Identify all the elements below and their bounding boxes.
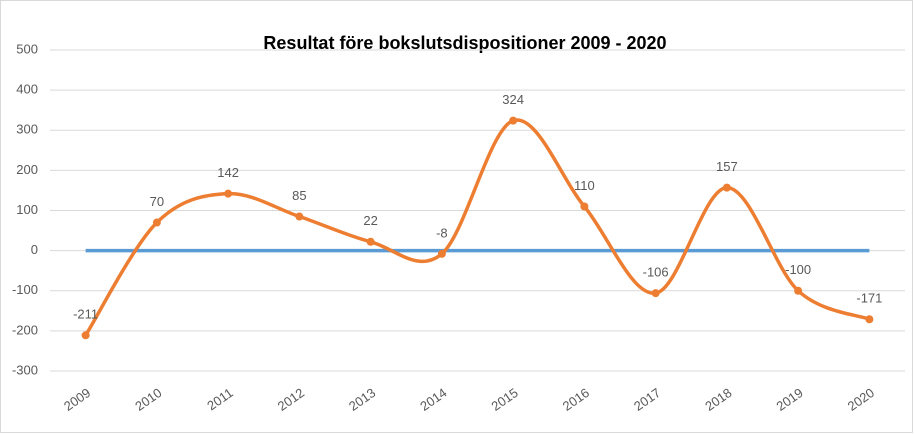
data-label: 142 <box>217 165 239 180</box>
data-label: 70 <box>150 194 164 209</box>
data-label: 157 <box>716 159 738 174</box>
y-tick-label: -200 <box>12 322 38 337</box>
y-tick-label: 100 <box>16 202 38 217</box>
data-label: -100 <box>785 262 811 277</box>
data-point <box>81 331 90 340</box>
data-point <box>509 116 518 125</box>
y-tick-label: 500 <box>16 41 38 56</box>
chart-title: Resultat före bokslutsdispositioner 2009… <box>263 33 666 53</box>
y-tick-label: -300 <box>12 362 38 377</box>
data-point <box>152 218 161 227</box>
data-point <box>224 189 233 198</box>
y-tick-label: 200 <box>16 162 38 177</box>
data-label: -171 <box>856 291 882 306</box>
data-label: -211 <box>73 307 98 322</box>
y-tick-label: 0 <box>31 242 38 257</box>
data-point <box>580 202 589 211</box>
data-point <box>295 212 304 221</box>
y-tick-label: 300 <box>16 122 38 137</box>
data-point <box>865 315 874 324</box>
data-label: -8 <box>436 225 448 240</box>
y-tick-label: -100 <box>12 282 38 297</box>
data-label: 110 <box>574 178 595 193</box>
data-point <box>651 289 660 298</box>
y-tick-label: 400 <box>16 82 38 97</box>
data-label: 85 <box>292 188 306 203</box>
data-point <box>366 237 375 246</box>
data-point <box>722 183 731 192</box>
data-point <box>794 286 803 295</box>
data-label: -106 <box>643 265 669 280</box>
data-point <box>437 249 446 258</box>
data-label: 324 <box>502 92 524 107</box>
data-label: 22 <box>363 213 377 228</box>
